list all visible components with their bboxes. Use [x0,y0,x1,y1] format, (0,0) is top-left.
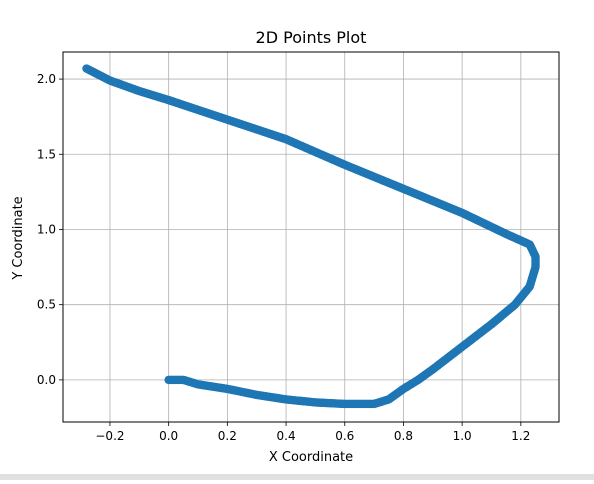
y-tick-label: 1.5 [37,147,56,161]
x-axis-ticks: −0.2 0.0 0.2 0.4 0.6 0.8 1.0 1.2 [95,422,530,443]
y-tick-label: 0.5 [37,298,56,312]
x-tick-label: 0.6 [335,429,354,443]
series-points [82,64,540,409]
chart-title: 2D Points Plot [256,28,367,47]
x-tick-label: −0.2 [95,429,124,443]
x-tick-label: 0.8 [394,429,413,443]
data-point [82,64,91,73]
axes-frame [62,51,560,423]
y-axis-label: Y Coordinate [11,196,26,280]
x-tick-label: 0.4 [277,429,296,443]
y-axis-ticks: 0.0 0.5 1.0 1.5 2.0 [37,72,63,387]
x-axis-label: X Coordinate [269,450,353,465]
x-tick-label: 0.0 [159,429,178,443]
y-tick-label: 2.0 [37,72,56,86]
x-tick-label: 1.2 [511,429,530,443]
bottom-strip [0,474,594,480]
y-tick-label: 0.0 [37,373,56,387]
grid [63,52,559,422]
y-tick-label: 1.0 [37,222,56,236]
x-tick-label: 0.2 [218,429,237,443]
x-tick-label: 1.0 [453,429,472,443]
